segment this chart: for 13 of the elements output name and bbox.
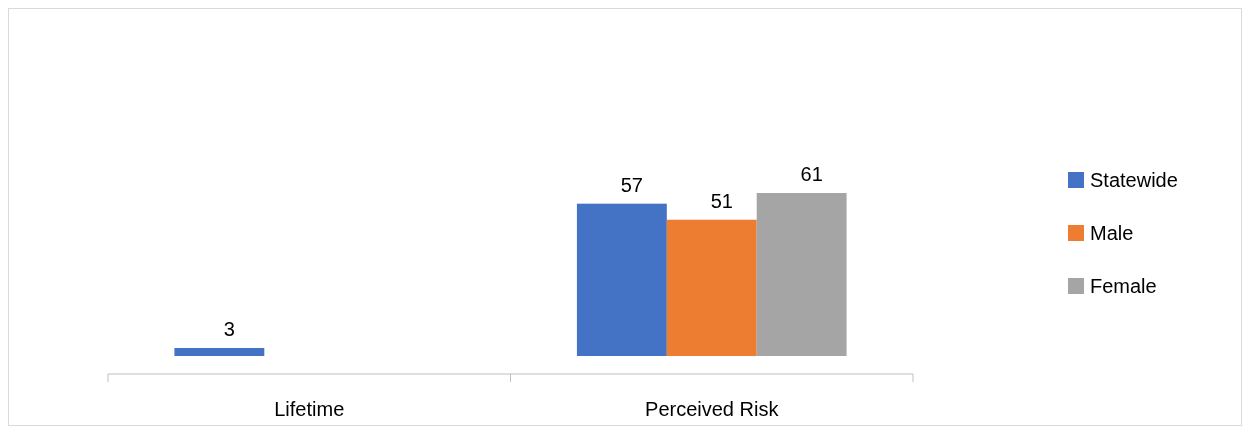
data-label: 3	[223, 317, 235, 340]
bar	[174, 347, 265, 356]
data-label: 57	[620, 173, 643, 196]
bar	[666, 219, 757, 356]
legend-label: Female	[1090, 275, 1157, 297]
legend-label: Statewide	[1090, 169, 1178, 191]
bar	[756, 193, 847, 356]
data-label: 51	[710, 189, 733, 212]
legend-label: Male	[1090, 222, 1134, 244]
bar	[576, 203, 667, 356]
x-tick-label: Perceived Risk	[645, 398, 780, 420]
data-label: 61	[800, 163, 823, 185]
x-tick-label: Lifetime	[274, 398, 345, 420]
